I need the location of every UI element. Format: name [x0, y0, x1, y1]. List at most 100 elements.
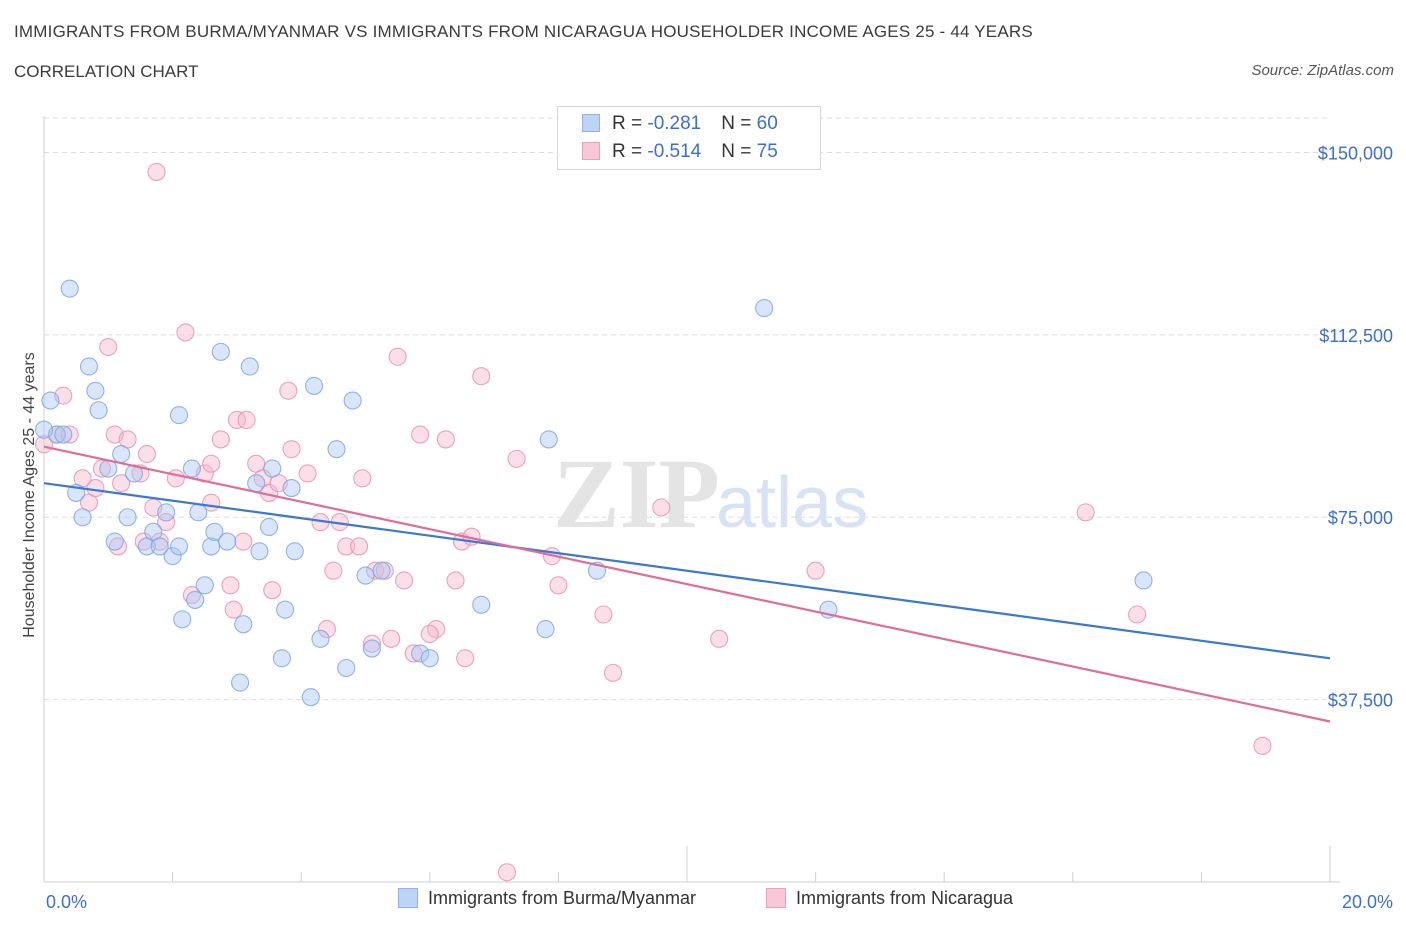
y-tick-label-1: $75,000: [1328, 508, 1393, 528]
nicaragua-point-3: [60, 425, 79, 444]
burma-point-7: [89, 401, 108, 420]
legend-n-label: N =: [721, 113, 757, 134]
burma-point-48: [372, 561, 391, 580]
nicaragua-point-48: [395, 571, 414, 590]
x-tick-label-end: 20.0%: [1342, 892, 1393, 912]
burma-point-50: [420, 649, 439, 668]
nicaragua-point-70: [108, 537, 127, 556]
y-tick-label-3: $150,000: [1318, 143, 1393, 163]
nicaragua-point-55: [456, 649, 475, 668]
nicaragua-point-57: [472, 367, 491, 386]
burma-point-2: [60, 279, 79, 298]
nicaragua-point-66: [806, 561, 825, 580]
burma-point-55: [755, 299, 774, 318]
burma-point-36: [272, 649, 291, 668]
nicaragua-point-35: [282, 440, 301, 459]
legend-r-value: -0.281: [647, 113, 702, 134]
burma-point-22: [186, 590, 205, 609]
nicaragua-point-24: [211, 430, 230, 449]
watermark-zip: ZIP: [553, 438, 720, 549]
legend-swatch-nicaragua: [582, 142, 600, 160]
nicaragua-point-73: [420, 624, 439, 644]
nicaragua-point-22: [202, 454, 221, 473]
burma-trend-line: [43, 482, 1331, 660]
burma-point-29: [231, 673, 250, 692]
burma-point-45: [343, 391, 362, 410]
nicaragua-point-63: [604, 663, 623, 682]
nicaragua-point-65: [710, 629, 729, 648]
burma-point-53: [539, 430, 558, 449]
burma-point-51: [472, 595, 491, 614]
source-label: Source: ZipAtlas.com: [1251, 62, 1394, 79]
nicaragua-point-8: [99, 337, 118, 357]
bottom-legend-swatch-burma: [398, 888, 418, 908]
burma-point-10: [112, 444, 131, 464]
chart-title: IMMIGRANTS FROM BURMA/MYANMAR VS IMMIGRA…: [14, 22, 1033, 41]
nicaragua-point-59: [507, 449, 526, 468]
bottom-legend-nicaragua: Immigrants from Nicaragua: [766, 888, 1013, 909]
nicaragua-point-44: [366, 561, 385, 580]
nicaragua-point-68: [1128, 605, 1147, 624]
legend-row-nicaragua: R = -0.514 N = 75: [582, 141, 778, 163]
burma-point-18: [169, 537, 189, 556]
nicaragua-point-62: [594, 605, 613, 624]
burma-point-32: [247, 474, 266, 493]
nicaragua-point-52: [436, 430, 455, 449]
burma-point-52: [536, 620, 555, 639]
y-tick-label-0: $37,500: [1328, 691, 1393, 711]
burma-point-35: [263, 459, 282, 478]
burma-point-42: [311, 629, 330, 648]
nicaragua-point-53: [446, 571, 465, 590]
nicaragua-point-47: [388, 347, 407, 366]
burma-point-59: [54, 425, 73, 444]
nicaragua-trend-line: [43, 445, 1331, 723]
legend-r-label: R =: [612, 141, 648, 162]
nicaragua-point-20: [182, 586, 201, 605]
y-tick-label-2: $112,500: [1319, 326, 1393, 346]
legend-row-burma: R = -0.281 N = 60: [582, 113, 778, 135]
nicaragua-point-34: [279, 381, 298, 400]
y-tick-labels: $37,500 $75,000 $112,500 $150,000: [1318, 143, 1393, 710]
stats-legend: R = -0.281 N = 60 R = -0.514 N = 75: [557, 106, 821, 170]
nicaragua-point-15: [147, 162, 166, 181]
burma-point-16: [157, 503, 176, 522]
burma-point-38: [282, 479, 301, 498]
nicaragua-point-28: [237, 410, 256, 430]
nicaragua-point-43: [362, 634, 381, 653]
nicaragua-point-64: [652, 498, 671, 517]
burma-point-0: [41, 391, 60, 410]
nicaragua-point-46: [382, 629, 401, 648]
burma-point-6: [86, 381, 105, 400]
nicaragua-point-38: [317, 620, 336, 639]
burma-point-43: [327, 440, 346, 459]
burma-point-20: [173, 610, 192, 629]
burma-point-28: [218, 532, 237, 551]
watermark-atlas: atlas: [716, 463, 868, 543]
series-burma-points: [34, 279, 1153, 707]
burma-point-15: [150, 537, 169, 556]
burma-point-57: [1134, 571, 1153, 590]
nicaragua-point-36: [298, 464, 317, 483]
x-tick-label-start: 0.0%: [46, 892, 87, 912]
burma-point-41: [305, 376, 324, 395]
burma-point-4: [73, 508, 92, 527]
nicaragua-point-26: [227, 410, 246, 430]
nicaragua-point-50: [411, 425, 430, 444]
legend-n-label: N =: [721, 141, 757, 162]
series-nicaragua-points: [34, 162, 1272, 882]
burma-point-33: [250, 542, 269, 561]
nicaragua-point-41: [350, 537, 369, 556]
burma-point-17: [163, 547, 182, 566]
burma-point-9: [105, 532, 124, 551]
burma-point-25: [202, 537, 221, 556]
burma-point-58: [34, 420, 54, 439]
axes: [43, 116, 1340, 883]
nicaragua-point-67: [1076, 503, 1095, 522]
burma-point-40: [301, 688, 320, 707]
watermark: ZIP atlas: [553, 438, 868, 549]
nicaragua-point-6: [86, 479, 105, 498]
burma-point-46: [356, 566, 375, 585]
burma-point-49: [411, 644, 430, 663]
burma-point-37: [276, 600, 295, 619]
